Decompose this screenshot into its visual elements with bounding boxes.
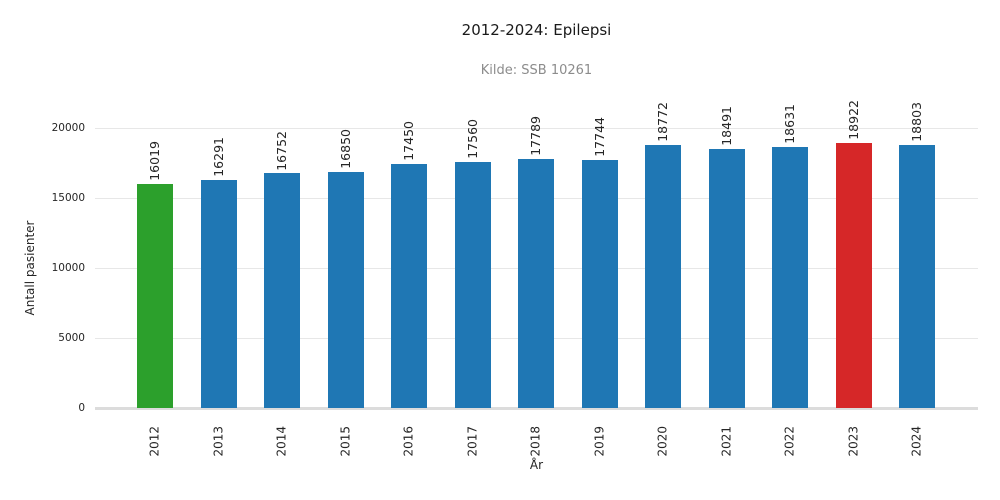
x-tick-label-2022: 2022 [782, 426, 797, 457]
value-label-2018: 17789 [528, 116, 544, 156]
x-tick-label-2024: 2024 [909, 426, 924, 457]
x-axis-baseline [95, 407, 978, 410]
x-tick-label-2018: 2018 [528, 426, 543, 457]
value-label-2013: 16291 [210, 137, 226, 177]
value-label-2016: 17450 [401, 120, 417, 161]
x-tick-label-2012: 2012 [147, 426, 162, 457]
value-label-2015: 16850 [337, 129, 353, 170]
x-tick-label-2016: 2016 [401, 426, 416, 457]
chart-title: 2012-2024: Epilepsi [461, 21, 612, 39]
chart-subtitle: Kilde: SSB 10261 [480, 63, 593, 78]
bar-2014 [264, 173, 300, 408]
x-tick-label-2015: 2015 [337, 426, 352, 457]
value-label-2020: 18772 [655, 102, 671, 143]
value-label-2019: 17744 [591, 116, 607, 157]
bar-2018 [518, 158, 554, 408]
y-tick-label-0: 0 [78, 402, 85, 414]
value-label-2014: 16752 [274, 130, 290, 171]
bar-2020 [645, 145, 681, 408]
value-label-2022: 18631 [782, 104, 798, 145]
bar-2016 [391, 163, 427, 408]
bar-2012 [137, 183, 173, 408]
bar-2015 [327, 172, 364, 408]
value-label-2012: 16019 [147, 140, 163, 181]
y-tick-label-15000: 15000 [51, 192, 85, 204]
bar-2013 [200, 179, 237, 408]
gridline-y-20000 [95, 127, 978, 129]
y-tick-label-20000: 20000 [51, 122, 85, 134]
value-label-2021: 18491 [718, 106, 734, 147]
value-label-2017: 17560 [464, 119, 480, 160]
bar-2022 [772, 147, 808, 408]
x-tick-label-2021: 2021 [718, 426, 733, 457]
x-tick-label-2014: 2014 [274, 426, 289, 457]
x-tick-label-2019: 2019 [591, 426, 606, 457]
bar-2017 [454, 162, 491, 408]
x-tick-label-2013: 2013 [210, 426, 225, 457]
x-tick-label-2023: 2023 [845, 426, 860, 457]
bar-2019 [581, 159, 618, 408]
x-tick-label-2017: 2017 [464, 426, 479, 457]
bar-2023 [835, 143, 872, 408]
plot-area: 16019 16291 16752 16850 17450 17560 17789 17744… [95, 100, 978, 410]
bar-2021 [708, 149, 745, 408]
x-tick-label-2020: 2020 [655, 426, 670, 457]
bar-2024 [899, 144, 935, 408]
x-axis-label: År [529, 458, 544, 472]
y-tick-label-5000: 5000 [58, 332, 85, 344]
value-label-2023: 18922 [845, 100, 861, 141]
value-label-2024: 18803 [909, 102, 925, 142]
y-tick-label-10000: 10000 [51, 262, 85, 274]
